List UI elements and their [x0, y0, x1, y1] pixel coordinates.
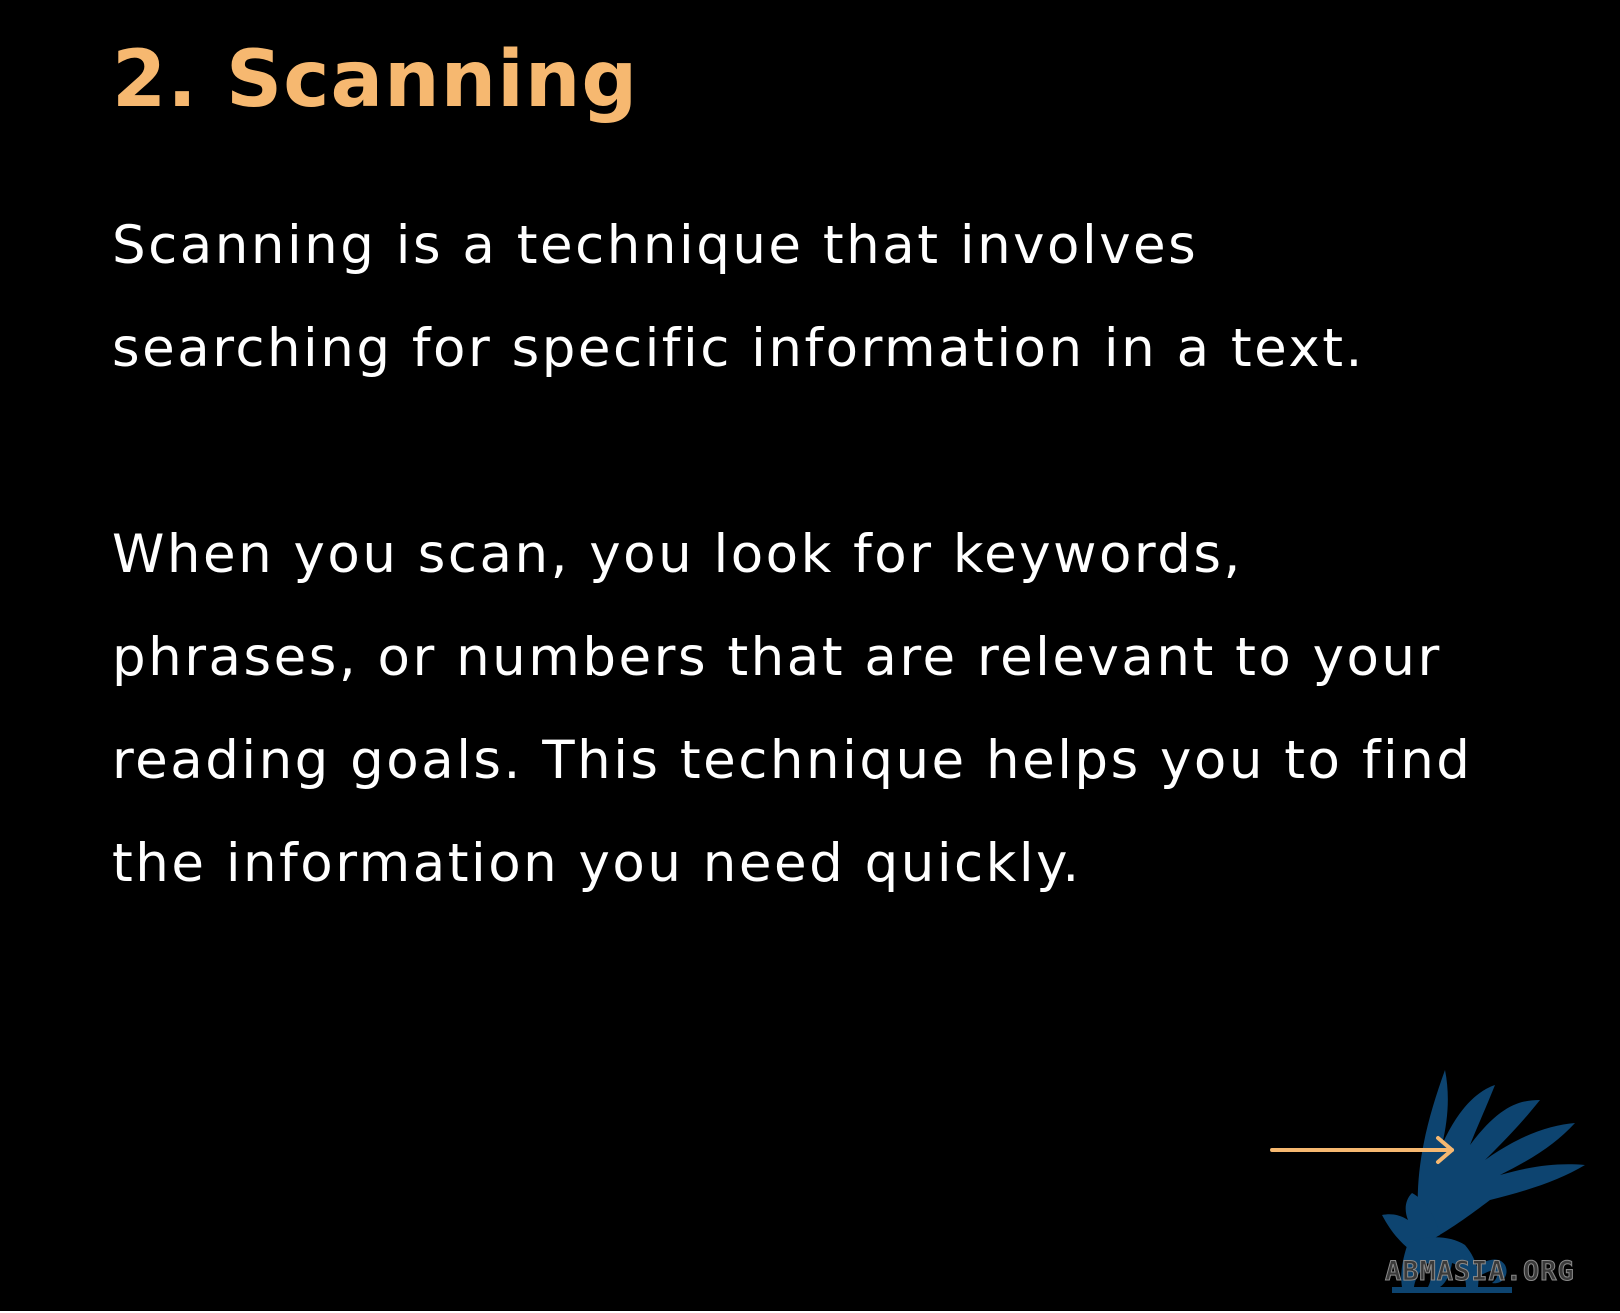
paragraph-gap	[112, 400, 1512, 503]
arrow-right-icon[interactable]	[1270, 1130, 1470, 1170]
paragraph-2-line: When you scan, you look for keywords,	[112, 524, 1243, 585]
paragraph-1-line: Scanning is a technique that involves	[112, 215, 1199, 276]
paragraph-1-line: searching for specific information in a …	[112, 318, 1365, 379]
paragraph-2-line: phrases, or numbers that are relevant to…	[112, 627, 1442, 688]
watermark-text: ABMASIA.ORG	[1385, 1256, 1575, 1287]
paragraph-2-line: the information you need quickly.	[112, 833, 1082, 894]
paragraph-2-line: reading goals. This technique helps you …	[112, 730, 1473, 791]
slide-title: 2. Scanning	[112, 35, 639, 125]
slide-body: Scanning is a technique that involves se…	[112, 194, 1512, 915]
griffin-icon	[1382, 1070, 1585, 1293]
